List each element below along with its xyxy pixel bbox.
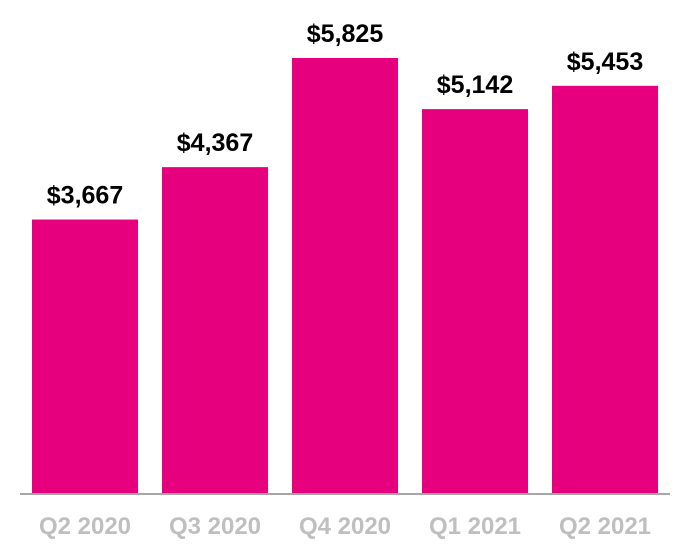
- x-tick-label: Q1 2021: [429, 513, 521, 540]
- value-label: $5,825: [307, 20, 384, 48]
- x-tick-label: Q4 2020: [299, 513, 391, 540]
- value-label: $5,142: [437, 71, 513, 99]
- x-tick-label: Q3 2020: [169, 513, 261, 540]
- bars-group: [32, 58, 658, 495]
- bar-q2-2021: [552, 85, 658, 495]
- value-label: $4,367: [177, 129, 253, 157]
- value-label: $5,453: [567, 48, 643, 76]
- bar-q4-2020: [292, 58, 398, 494]
- bar-q1-2021: [422, 109, 528, 494]
- value-label: $3,667: [47, 182, 123, 210]
- bar-q2-2020: [32, 219, 138, 495]
- value-labels-group: $3,667 $4,367 $5,825 $5,142 $5,453: [47, 20, 643, 210]
- x-tick-labels-group: Q2 2020 Q3 2020 Q4 2020 Q1 2021 Q2 2021: [39, 513, 651, 540]
- x-tick-label: Q2 2021: [559, 513, 651, 540]
- bar-q3-2020: [162, 167, 268, 494]
- x-tick-label: Q2 2020: [39, 513, 131, 540]
